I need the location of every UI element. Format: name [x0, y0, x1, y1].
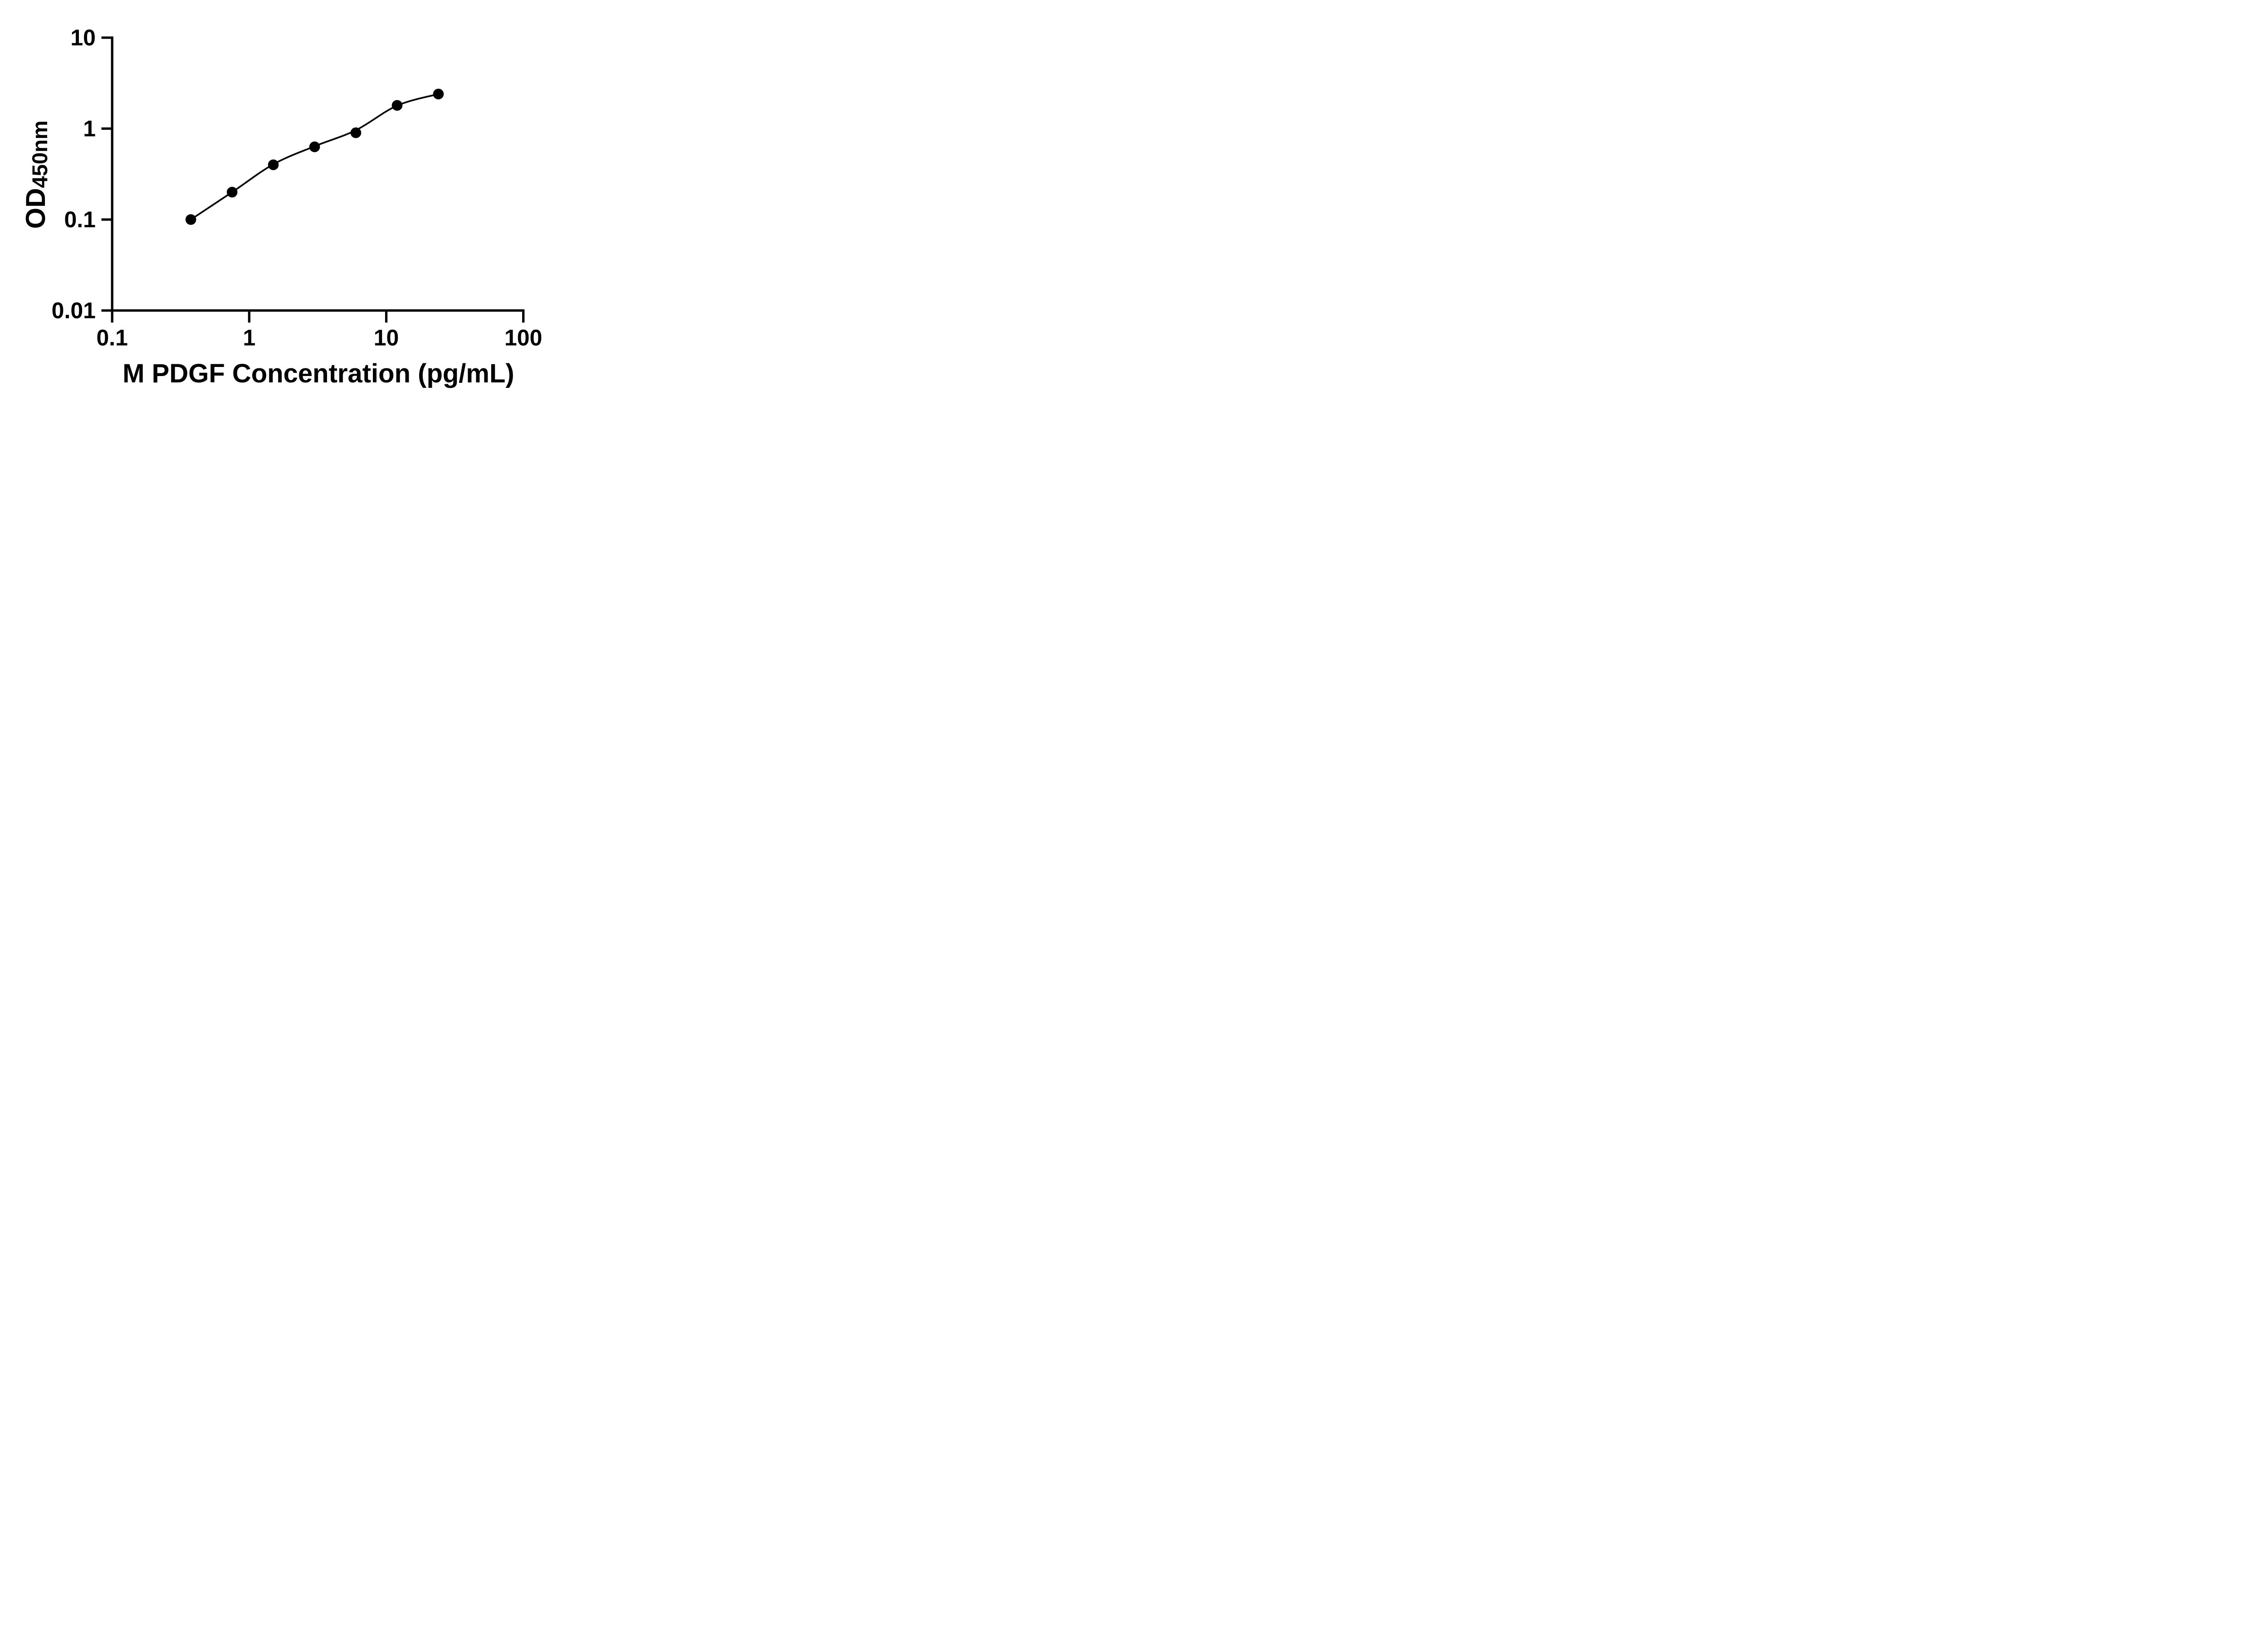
- data-point: [433, 88, 444, 100]
- data-point: [268, 159, 279, 171]
- data-point: [309, 141, 320, 152]
- x-tick-label: 100: [504, 325, 542, 351]
- data-point: [350, 127, 362, 138]
- elisa-standard-curve-figure: 10 1 0.1 0.01 0.1 1 10 100 OD450nm M PDGF Conce…: [0, 0, 583, 408]
- data-point: [391, 100, 403, 111]
- x-axis-title: M PDGF Concentration (pg/mL): [122, 359, 514, 388]
- x-tick-label: 1: [243, 325, 256, 351]
- y-tick-label: 0.1: [64, 207, 96, 232]
- x-tick-label: 0.1: [96, 325, 128, 351]
- y-axis-title-main: OD: [20, 188, 51, 229]
- y-axis-title: OD450nm: [20, 120, 52, 229]
- data-point: [226, 186, 238, 198]
- x-tick-label: 10: [374, 325, 399, 351]
- data-point: [185, 214, 196, 225]
- y-tick-label: 0.01: [52, 298, 96, 323]
- y-axis-title-subscript: 450nm: [28, 120, 52, 188]
- y-tick-label: 1: [83, 116, 96, 142]
- fit-curve: [190, 93, 440, 220]
- y-tick-label: 10: [70, 25, 96, 50]
